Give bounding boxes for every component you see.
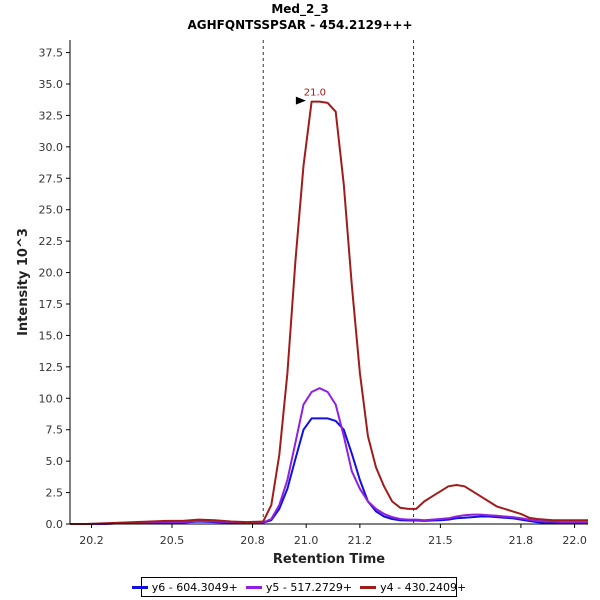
- y-tick-label: 22.5: [39, 235, 64, 248]
- y-tick-label: 37.5: [39, 47, 64, 60]
- legend-swatch: [245, 585, 262, 589]
- y-tick-label: 20.0: [39, 267, 64, 280]
- legend: y6 - 604.3049+ y5 - 517.2729+ y4 - 430.240…: [131, 577, 466, 597]
- legend-item: y6 - 604.3049+: [131, 580, 238, 594]
- y-tick-label: 27.5: [39, 172, 64, 185]
- y-tick-label: 0.0: [46, 518, 64, 531]
- y-tick-label: 5.0: [46, 455, 64, 468]
- legend-label: y4 - 430.2409+: [380, 580, 467, 594]
- peak-marker-icon: [295, 96, 306, 105]
- y-tick-label: 2.5: [46, 487, 64, 500]
- plot-area: [70, 40, 588, 524]
- y-tick-label: 7.5: [46, 424, 64, 437]
- y-tick-label: 17.5: [39, 298, 64, 311]
- y-tick-label: 30.0: [39, 141, 64, 154]
- legend-label: y6 - 604.3049+: [151, 580, 238, 594]
- x-tick-label: 20.2: [79, 534, 104, 547]
- legend-swatch: [360, 585, 377, 589]
- y-tick-label: 15.0: [39, 329, 64, 342]
- x-tick-label: 21.8: [509, 534, 534, 547]
- legend-item: y5 - 517.2729+: [245, 580, 353, 594]
- x-tick-label: 21.0: [294, 534, 319, 547]
- chart-subtitle: AGHFQNTSSPSAR - 454.2129+++: [187, 18, 412, 32]
- x-tick-label: 20.5: [160, 534, 185, 547]
- series-line-3: [70, 100, 588, 525]
- x-tick-label: 22.0: [562, 534, 587, 547]
- x-tick-label: 20.8: [240, 534, 265, 547]
- y-tick-label: 35.0: [39, 78, 64, 91]
- y-tick-label: 10.0: [39, 392, 64, 405]
- series-line-2: [70, 387, 588, 525]
- y-tick-label: 25.0: [39, 204, 64, 217]
- legend-swatch: [131, 585, 148, 589]
- chart-title: Med_2_3: [271, 2, 328, 17]
- y-tick-label: 12.5: [39, 361, 64, 374]
- x-tick-label: 21.2: [348, 534, 373, 547]
- peak-label: 21.0: [304, 88, 326, 99]
- x-axis-label: Retention Time: [273, 552, 385, 567]
- y-tick-label: 32.5: [39, 109, 64, 122]
- legend-item: y4 - 430.2409+: [360, 581, 466, 594]
- x-tick-label: 21.5: [428, 534, 453, 547]
- legend-label: y5 - 517.2729+: [265, 580, 353, 594]
- y-axis-label: Intensity 10^3: [16, 228, 31, 336]
